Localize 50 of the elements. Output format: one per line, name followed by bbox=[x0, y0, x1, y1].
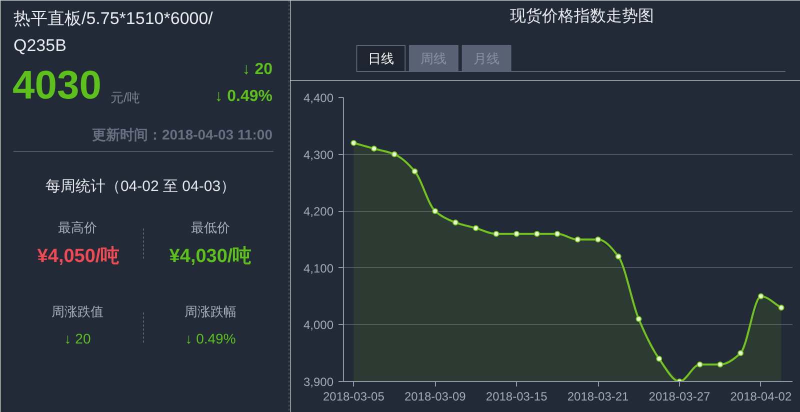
y-tick-label: 4,100 bbox=[303, 261, 334, 276]
point bbox=[574, 236, 581, 242]
text: 元/吨 bbox=[110, 90, 140, 105]
y-tick-label: 4,200 bbox=[303, 204, 334, 219]
point bbox=[696, 361, 703, 368]
text: 最低价 bbox=[191, 220, 230, 235]
point bbox=[452, 219, 458, 226]
point bbox=[636, 316, 642, 322]
point bbox=[493, 230, 500, 237]
point bbox=[472, 225, 479, 232]
point bbox=[758, 293, 764, 300]
text: ↓ 20 bbox=[242, 61, 273, 78]
point bbox=[738, 350, 744, 356]
point bbox=[391, 151, 398, 158]
text: 更新时间：2018-04-03 11:00 bbox=[92, 126, 273, 142]
point bbox=[432, 208, 438, 214]
point bbox=[412, 168, 418, 174]
point bbox=[615, 254, 622, 260]
point bbox=[371, 146, 378, 152]
point bbox=[554, 230, 560, 237]
point bbox=[350, 140, 357, 146]
y-tick-label: 4,400 bbox=[303, 91, 334, 105]
chart-title: 现货价格指数走势图 bbox=[510, 7, 654, 25]
x-tick-label: 2018-03-05 bbox=[322, 390, 385, 404]
x-tick-label: 2018-04-02 bbox=[730, 390, 792, 404]
point bbox=[778, 304, 784, 311]
text: ↓ 0.49% bbox=[214, 88, 272, 105]
text: ↓ 0.49% bbox=[185, 330, 236, 346]
text: 最高价 bbox=[58, 220, 97, 235]
x-tick-label: 2018-03-27 bbox=[648, 390, 711, 404]
point bbox=[595, 236, 602, 242]
text: ↓ 20 bbox=[64, 330, 91, 346]
text: 热平直板/5.75*1510*6000/Q235B bbox=[14, 9, 214, 55]
x-tick-label: 2018-03-09 bbox=[404, 390, 466, 404]
y-tick-label: 3,900 bbox=[303, 375, 334, 389]
text: 每周统计（04-02 至 04-03） bbox=[45, 178, 236, 195]
point bbox=[534, 230, 540, 237]
x-tick-label: 2018-03-21 bbox=[567, 390, 630, 404]
y-tick-label: 4,000 bbox=[303, 318, 334, 332]
text: 日线 bbox=[368, 51, 394, 66]
text: 4030 bbox=[12, 64, 102, 108]
x-tick-label: 2018-03-15 bbox=[486, 390, 548, 404]
point bbox=[717, 361, 724, 368]
point bbox=[656, 356, 662, 362]
text: ¥4,050/吨 bbox=[37, 245, 120, 267]
point bbox=[514, 230, 520, 237]
text: 周涨跌幅 bbox=[184, 304, 236, 319]
text: ¥4,030/吨 bbox=[169, 245, 252, 267]
text: 周涨跌值 bbox=[52, 304, 104, 319]
y-tick-label: 4,300 bbox=[303, 148, 334, 162]
